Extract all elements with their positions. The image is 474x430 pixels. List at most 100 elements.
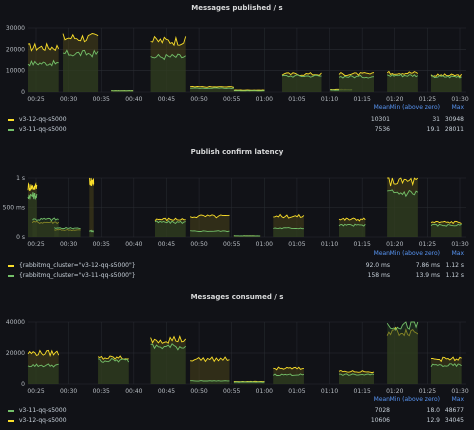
x-tick-label: 00:30 — [60, 96, 77, 103]
x-tick-label: 01:05 — [288, 96, 305, 103]
legend-header-mean[interactable]: Mean — [373, 396, 390, 403]
series-area-green — [98, 358, 129, 384]
legend-row[interactable]: v3-11-qq-s5000 7028 18.0 48677 — [0, 407, 474, 417]
series-line-green — [27, 192, 38, 200]
chart-publish-confirm-latency[interactable]: 1 s 500 ms 0 s00:25 00:30 00:35 00:40 00:45 00:… — [0, 143, 474, 251]
y-tick-label: 1 s — [16, 175, 25, 182]
x-tick-label: 00:40 — [125, 388, 142, 395]
legend-header-min[interactable]: Min (above zero) — [389, 250, 440, 257]
series-area-green — [190, 380, 230, 384]
x-tick-label: 01:10 — [321, 388, 338, 395]
x-tick-label: 01:20 — [386, 388, 403, 395]
x-tick-label: 00:30 — [60, 241, 77, 248]
series-area-green — [150, 343, 186, 384]
series-line-green — [338, 373, 375, 376]
series-area-green — [430, 224, 462, 237]
series-color-swatch — [8, 119, 14, 121]
series-min: 7.86 ms — [415, 262, 440, 269]
series-name: {rabbitmq_cluster="v3-12-qq-s5000"} — [19, 262, 136, 269]
x-tick-label: 00:50 — [190, 241, 207, 248]
series-line-green — [190, 230, 230, 233]
x-tick-label: 00:55 — [223, 241, 240, 248]
chart-messages-consumed[interactable]: 40000 20000 000:25 00:30 00:35 00:40 00:45 00:5… — [0, 288, 474, 398]
series-line-green — [273, 227, 304, 230]
series-line-yellow — [338, 217, 366, 222]
series-name: v3-12-qq-s5000 — [19, 116, 67, 123]
series-area-green — [387, 189, 418, 237]
x-tick-label: 01:25 — [419, 241, 436, 248]
x-tick-label: 00:50 — [190, 96, 207, 103]
series-color-swatch — [8, 129, 14, 131]
series-line-green — [150, 343, 187, 351]
legend-header-mean[interactable]: Mean — [373, 250, 390, 257]
series-line-yellow — [27, 182, 38, 191]
panel-title[interactable]: Messages consumed / s — [190, 293, 284, 301]
legend-header-min[interactable]: Min (above zero) — [389, 396, 440, 403]
panel-title[interactable]: Publish confirm latency — [190, 148, 284, 156]
series-line-yellow — [281, 72, 322, 77]
y-tick-label: 10000 — [6, 68, 25, 75]
series-line-yellow — [27, 349, 60, 357]
series-line-green — [281, 74, 322, 78]
x-tick-label: 00:45 — [158, 241, 175, 248]
series-line-green — [54, 226, 81, 229]
panel-title[interactable]: Messages published / s — [191, 4, 283, 12]
x-tick-label: 00:40 — [125, 241, 142, 248]
legend-header-max[interactable]: Max — [451, 250, 464, 257]
series-min: 31 — [432, 116, 440, 123]
series-color-swatch — [8, 410, 14, 412]
series-mean: 158 ms — [367, 272, 390, 279]
series-max: 30948 — [444, 116, 464, 123]
series-mean: 7536 — [374, 126, 390, 133]
legend-header-min[interactable]: Min (above zero) — [389, 104, 440, 111]
series-line-yellow — [387, 177, 419, 187]
series-area-green — [28, 364, 59, 384]
y-tick-label: 0 s — [16, 234, 25, 241]
series-line-green — [338, 223, 366, 227]
series-area-yellow — [89, 178, 94, 237]
x-tick-label: 00:25 — [27, 241, 44, 248]
legend-header-max[interactable]: Max — [451, 104, 464, 111]
chart-messages-published[interactable]: 30000 20000 10000 000:25 00:30 00:35 00:40 00:4… — [0, 0, 474, 105]
series-line-yellow — [190, 356, 230, 363]
series-area-green — [273, 227, 304, 237]
x-tick-label: 01:05 — [288, 241, 305, 248]
series-line-green — [338, 74, 375, 79]
series-min: 13.9 ms — [415, 272, 440, 279]
series-area-green — [273, 373, 304, 384]
x-tick-label: 00:25 — [27, 96, 44, 103]
x-tick-label: 01:25 — [419, 388, 436, 395]
series-color-swatch — [8, 275, 14, 277]
series-line-green — [387, 73, 419, 78]
series-line-yellow — [190, 86, 235, 88]
x-tick-label: 01:30 — [451, 388, 468, 395]
y-tick-label: 0 — [21, 381, 25, 388]
series-area-green — [282, 74, 322, 92]
series-name: v3-11-qq-s5000 — [19, 126, 67, 133]
legend-row[interactable]: v3-12-qq-s5000 10606 12.9 34045 — [0, 417, 474, 427]
series-name: v3-11-qq-s5000 — [19, 407, 67, 414]
panel-messages-published: Messages published / s 30000 20000 10000 0 0… — [0, 0, 474, 140]
x-tick-label: 00:35 — [93, 241, 110, 248]
legend-header-max[interactable]: Max — [451, 396, 464, 403]
legend-row[interactable]: v3-12-qq-s5000 10301 31 30948 — [0, 116, 474, 126]
series-line-yellow — [338, 72, 375, 77]
x-tick-label: 01:30 — [451, 96, 468, 103]
legend-row[interactable]: {rabbitmq_cluster="v3-11-qq-s5000"} 158 … — [0, 272, 474, 282]
series-line-yellow — [386, 70, 419, 76]
x-tick-label: 00:35 — [93, 96, 110, 103]
series-line-green — [89, 229, 94, 233]
series-line-yellow — [154, 217, 186, 222]
y-tick-label: 20000 — [6, 46, 25, 53]
x-tick-label: 01:10 — [321, 96, 338, 103]
legend-header-mean[interactable]: Mean — [373, 104, 390, 111]
series-mean: 10606 — [370, 417, 390, 424]
legend-row[interactable]: v3-11-qq-s5000 7536 19.1 28011 — [0, 126, 474, 136]
series-name: v3-12-qq-s5000 — [19, 417, 67, 424]
series-line-yellow — [189, 214, 230, 219]
series-area-green — [63, 50, 99, 92]
legend-row[interactable]: {rabbitmq_cluster="v3-12-qq-s5000"} 92.0… — [0, 262, 474, 272]
series-area-green — [338, 75, 375, 92]
series-line-yellow — [430, 356, 462, 363]
x-tick-label: 00:55 — [223, 96, 240, 103]
